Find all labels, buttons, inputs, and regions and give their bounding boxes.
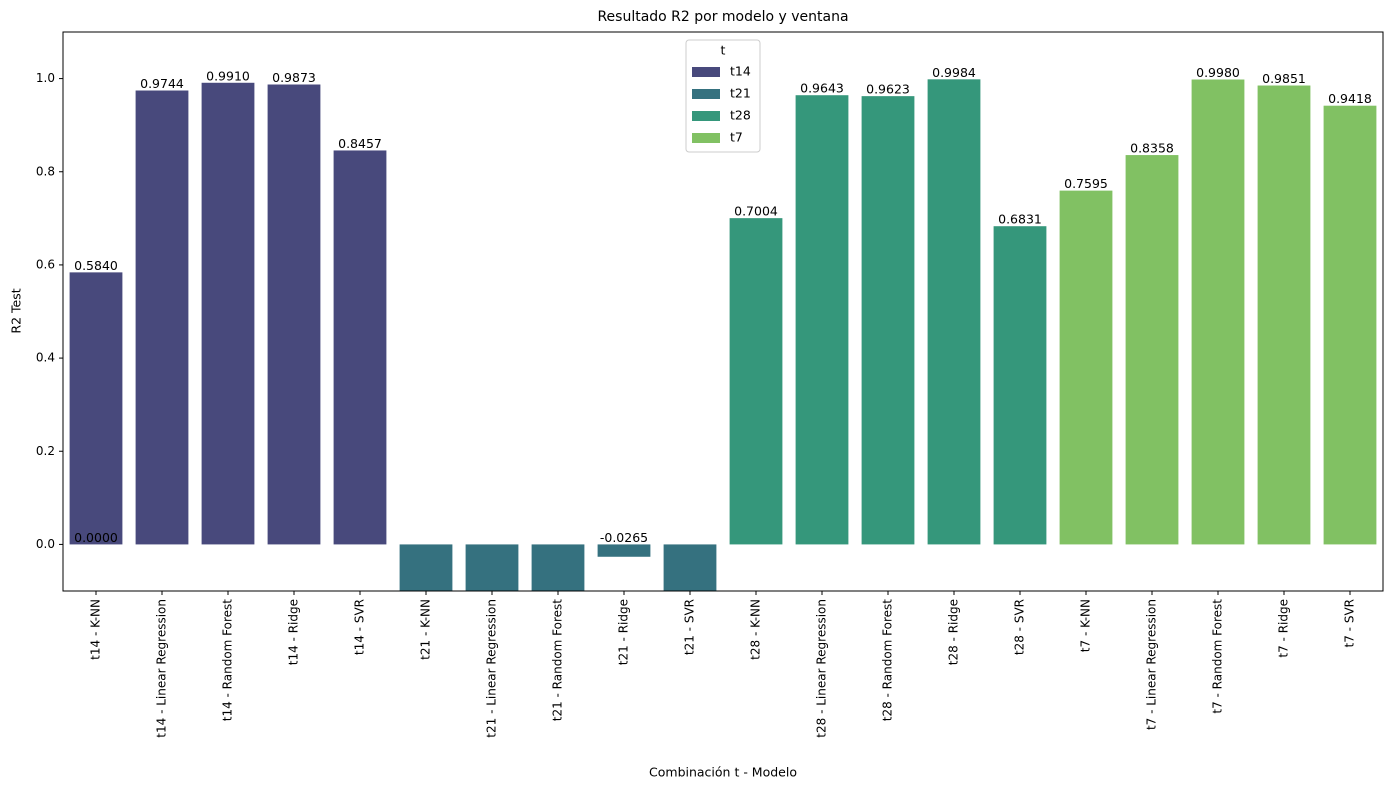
- value-label: 0.9873: [272, 70, 316, 85]
- bar: [1257, 85, 1311, 545]
- bar: [1191, 79, 1245, 545]
- bar: [861, 96, 915, 545]
- bar: [729, 218, 783, 545]
- bar: [597, 544, 651, 557]
- y-axis-label: R2 Test: [9, 288, 24, 333]
- x-tick-label: t7 - Random Forest: [1211, 599, 1225, 714]
- bar: [201, 82, 255, 545]
- value-label: 0.5840: [74, 258, 118, 273]
- x-tick-label: t7 - K-NN: [1079, 599, 1093, 652]
- x-tick-label: t28 - Random Forest: [881, 599, 895, 722]
- bar: [1323, 105, 1377, 545]
- x-tick-label: t28 - SVR: [1013, 599, 1027, 655]
- x-tick-label: t21 - K-NN: [419, 599, 433, 660]
- legend-swatch: [692, 67, 720, 77]
- value-label: 0.7004: [734, 204, 778, 219]
- y-tick-label: 1.0: [36, 71, 55, 85]
- x-axis-label: Combinación t - Modelo: [649, 765, 797, 780]
- value-label: 0.9851: [1262, 71, 1306, 86]
- bar: [135, 90, 189, 545]
- legend-label: t14: [730, 64, 751, 79]
- value-label: 0.9643: [800, 81, 844, 96]
- x-tick-label: t14 - Random Forest: [221, 599, 235, 722]
- bar: [267, 84, 321, 545]
- bar: [663, 544, 717, 591]
- x-tick-label: t21 - Ridge: [617, 599, 631, 665]
- x-tick-label: t21 - SVR: [683, 599, 697, 655]
- value-label: -0.0265: [600, 530, 648, 545]
- annotation: 0.0000: [74, 530, 118, 545]
- x-tick-label: t21 - Random Forest: [551, 599, 565, 722]
- x-tick-label: t14 - Ridge: [287, 599, 301, 665]
- bar: [465, 544, 519, 591]
- x-tick-label: t14 - SVR: [353, 599, 367, 655]
- legend-swatch: [692, 133, 720, 143]
- value-label: 0.9623: [866, 82, 910, 97]
- legend-label: t7: [730, 130, 743, 145]
- bar: [1059, 190, 1113, 545]
- legend-swatch: [692, 111, 720, 121]
- bar: [1125, 155, 1179, 545]
- y-tick-label: 0.0: [36, 537, 55, 551]
- plot-area: [69, 79, 1377, 591]
- bar: [993, 226, 1047, 545]
- legend-swatch: [692, 89, 720, 99]
- bar: [531, 544, 585, 591]
- x-tick-label: t14 - K-NN: [89, 599, 103, 660]
- x-tick-label: t28 - Linear Regression: [815, 599, 829, 738]
- value-label: 0.6831: [998, 212, 1042, 227]
- x-tick-label: t28 - Ridge: [947, 599, 961, 665]
- x-tick-label: t14 - Linear Regression: [155, 599, 169, 738]
- bar: [927, 79, 981, 545]
- legend-label: t21: [730, 86, 751, 101]
- y-tick-label: 0.4: [36, 351, 55, 365]
- legend-title: t: [721, 43, 726, 58]
- value-label: 0.9984: [932, 65, 976, 80]
- value-label: 0.9980: [1196, 65, 1240, 80]
- legend-label: t28: [730, 108, 751, 123]
- value-label: 0.8358: [1130, 141, 1174, 156]
- axes-frame: [62, 31, 1384, 592]
- x-tick-label: t7 - Linear Regression: [1145, 599, 1159, 730]
- value-label: 0.9910: [206, 68, 250, 83]
- bar: [69, 272, 123, 545]
- x-tick-label: t21 - Linear Regression: [485, 599, 499, 738]
- bar: [795, 95, 849, 545]
- value-label: 0.9418: [1328, 91, 1372, 106]
- y-tick-label: 0.8: [36, 164, 55, 178]
- x-tick-label: t7 - SVR: [1343, 599, 1357, 647]
- chart-title: Resultado R2 por modelo y ventana: [597, 9, 848, 25]
- y-tick-label: 0.6: [36, 257, 55, 271]
- y-tick-label: 0.2: [36, 444, 55, 458]
- x-tick-label: t7 - Ridge: [1277, 599, 1291, 658]
- value-label: 0.8457: [338, 136, 382, 151]
- bar: [399, 544, 453, 591]
- bar: [333, 150, 387, 545]
- value-label: 0.7595: [1064, 176, 1108, 191]
- x-tick-label: t28 - K-NN: [749, 599, 763, 660]
- value-label: 0.9744: [140, 76, 184, 91]
